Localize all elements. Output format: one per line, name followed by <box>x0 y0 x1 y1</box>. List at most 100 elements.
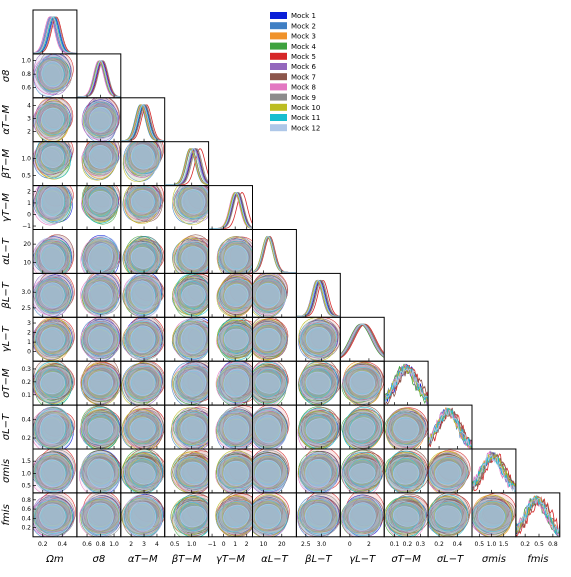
panel-6-6 <box>295 272 341 318</box>
y-axis-label: γL−T <box>1 325 12 352</box>
x-tick-label: 0.2 <box>434 541 444 548</box>
marginal-mock-8-p0 <box>33 16 77 54</box>
contour68-mock-12-6-1 <box>88 281 113 310</box>
panel-5-1 <box>76 229 122 274</box>
contour68-mock-12-3-1 <box>88 145 113 169</box>
x-axis-label: βT−M <box>171 554 202 565</box>
y-tick-label: 10 <box>23 259 31 266</box>
contour68-mock-12-9-1 <box>87 418 114 440</box>
panel-8-6 <box>295 360 341 406</box>
legend-item: Mock 10 <box>270 103 320 112</box>
contour68-mock-12-4-3 <box>181 189 206 215</box>
panel-3-1 <box>76 141 122 187</box>
contour68-mock-12-7-0 <box>40 327 65 352</box>
marginal-mock-12-p2 <box>120 104 165 142</box>
panel-9-0 <box>32 404 78 450</box>
x-tick-label: 0.2 <box>520 541 530 548</box>
contour68-mock-12-2-1 <box>89 106 112 133</box>
panel-10-9 <box>427 448 473 494</box>
x-tick-label: 0 <box>222 541 226 548</box>
marginal-mock-12-p0 <box>33 16 77 54</box>
panel-10-0 <box>32 448 78 494</box>
contour68-mock-12-9-2 <box>130 417 156 441</box>
contour68-mock-12-6-5 <box>255 282 281 308</box>
legend-swatch <box>270 22 287 30</box>
y-axis-label: αT−M <box>1 105 12 135</box>
legend-label: Mock 4 <box>291 43 316 51</box>
contour68-mock-12-5-2 <box>130 247 155 269</box>
legend-swatch <box>270 52 287 60</box>
contour68-mock-12-8-7 <box>349 370 375 396</box>
panel-9-4 <box>208 404 254 450</box>
panel-3-3 <box>164 141 210 187</box>
legend-item: Mock 6 <box>270 63 316 71</box>
legend-label: Mock 3 <box>291 33 316 41</box>
y-tick-label: 3 <box>27 320 31 327</box>
panel-2-0 <box>32 97 78 143</box>
contour68-mock-12-9-6 <box>305 418 331 440</box>
legend-swatch <box>270 114 287 121</box>
x-tick-label: 2.5 <box>301 541 311 548</box>
contour68-mock-12-5-1 <box>88 243 113 273</box>
y-axis-labels: 0.60.81.0σ8234αT−M0.51.0βT−M−1012γT−M102… <box>1 58 36 532</box>
panel-1-1 <box>76 53 122 99</box>
contour68-mock-12-8-5 <box>255 372 281 394</box>
legend-swatch <box>270 42 287 50</box>
panel-6-2 <box>120 272 166 318</box>
legend-label: Mock 12 <box>291 124 320 132</box>
y-tick-label: 0.5 <box>21 172 31 179</box>
y-axis-label: σL−T <box>1 413 12 440</box>
panel-8-5 <box>252 360 297 406</box>
x-tick-label: 4 <box>155 541 159 548</box>
legend-swatch <box>270 63 287 70</box>
panel-11-0 <box>32 492 78 538</box>
contour68-mock-12-9-3 <box>180 416 207 442</box>
panel-1-0 <box>32 53 78 99</box>
contour68-mock-12-5-4 <box>224 245 249 271</box>
x-axis-label: αT−M <box>128 554 158 565</box>
y-tick-label: −1 <box>22 223 31 230</box>
legend-item: Mock 8 <box>270 83 316 92</box>
y-tick-label: 1.0 <box>21 156 31 163</box>
contour68-mock-12-4-1 <box>88 190 113 213</box>
x-axis-label: σmis <box>482 554 506 565</box>
legend-item: Mock 12 <box>270 124 320 132</box>
panel-9-1 <box>76 404 122 450</box>
contour68-mock-12-9-5 <box>254 414 282 444</box>
y-tick-label: 0.8 <box>21 71 31 78</box>
marginal-mock-12-p4 <box>208 192 253 229</box>
x-tick-label: 1.0 <box>109 541 119 548</box>
contour68-mock-12-7-2 <box>130 325 156 354</box>
panel-4-2 <box>120 185 166 231</box>
legend-label: Mock 7 <box>291 73 316 81</box>
panel-10-10 <box>471 448 517 494</box>
panel-6-0 <box>32 272 78 318</box>
x-tick-label: 0.3 <box>416 541 426 548</box>
x-axis-label: αL−T <box>261 554 289 565</box>
y-tick-label: 3.0 <box>21 289 31 296</box>
contour68-mock-12-4-2 <box>131 190 155 214</box>
legend-label: Mock 6 <box>291 63 316 71</box>
x-axis-label: σ8 <box>92 554 105 565</box>
x-tick-label: 1 <box>233 541 237 548</box>
legend-item: Mock 9 <box>270 93 316 102</box>
panel-3-2 <box>120 141 166 187</box>
panel-11-3 <box>164 492 210 538</box>
y-axis-label: σmis <box>1 459 12 483</box>
x-tick-label: 0 <box>348 541 352 548</box>
y-tick-label: 0.6 <box>21 506 31 513</box>
x-tick-label: 3.0 <box>317 541 327 548</box>
x-tick-label: 1.5 <box>499 541 509 548</box>
panel-8-0 <box>32 360 78 406</box>
y-tick-label: 0.2 <box>21 525 31 532</box>
legend-label: Mock 9 <box>291 94 316 102</box>
x-tick-label: 0.8 <box>96 541 106 548</box>
panel-9-7 <box>339 404 385 450</box>
contour68-mock-12-7-6 <box>305 326 331 352</box>
panel-10-6 <box>295 448 341 494</box>
panel-11-2 <box>120 492 166 538</box>
contour68-mock-12-8-2 <box>130 370 156 396</box>
panel-9-5 <box>252 404 297 450</box>
contour68-mock-12-8-3 <box>180 369 207 397</box>
y-axis-label: βT−M <box>1 149 12 180</box>
